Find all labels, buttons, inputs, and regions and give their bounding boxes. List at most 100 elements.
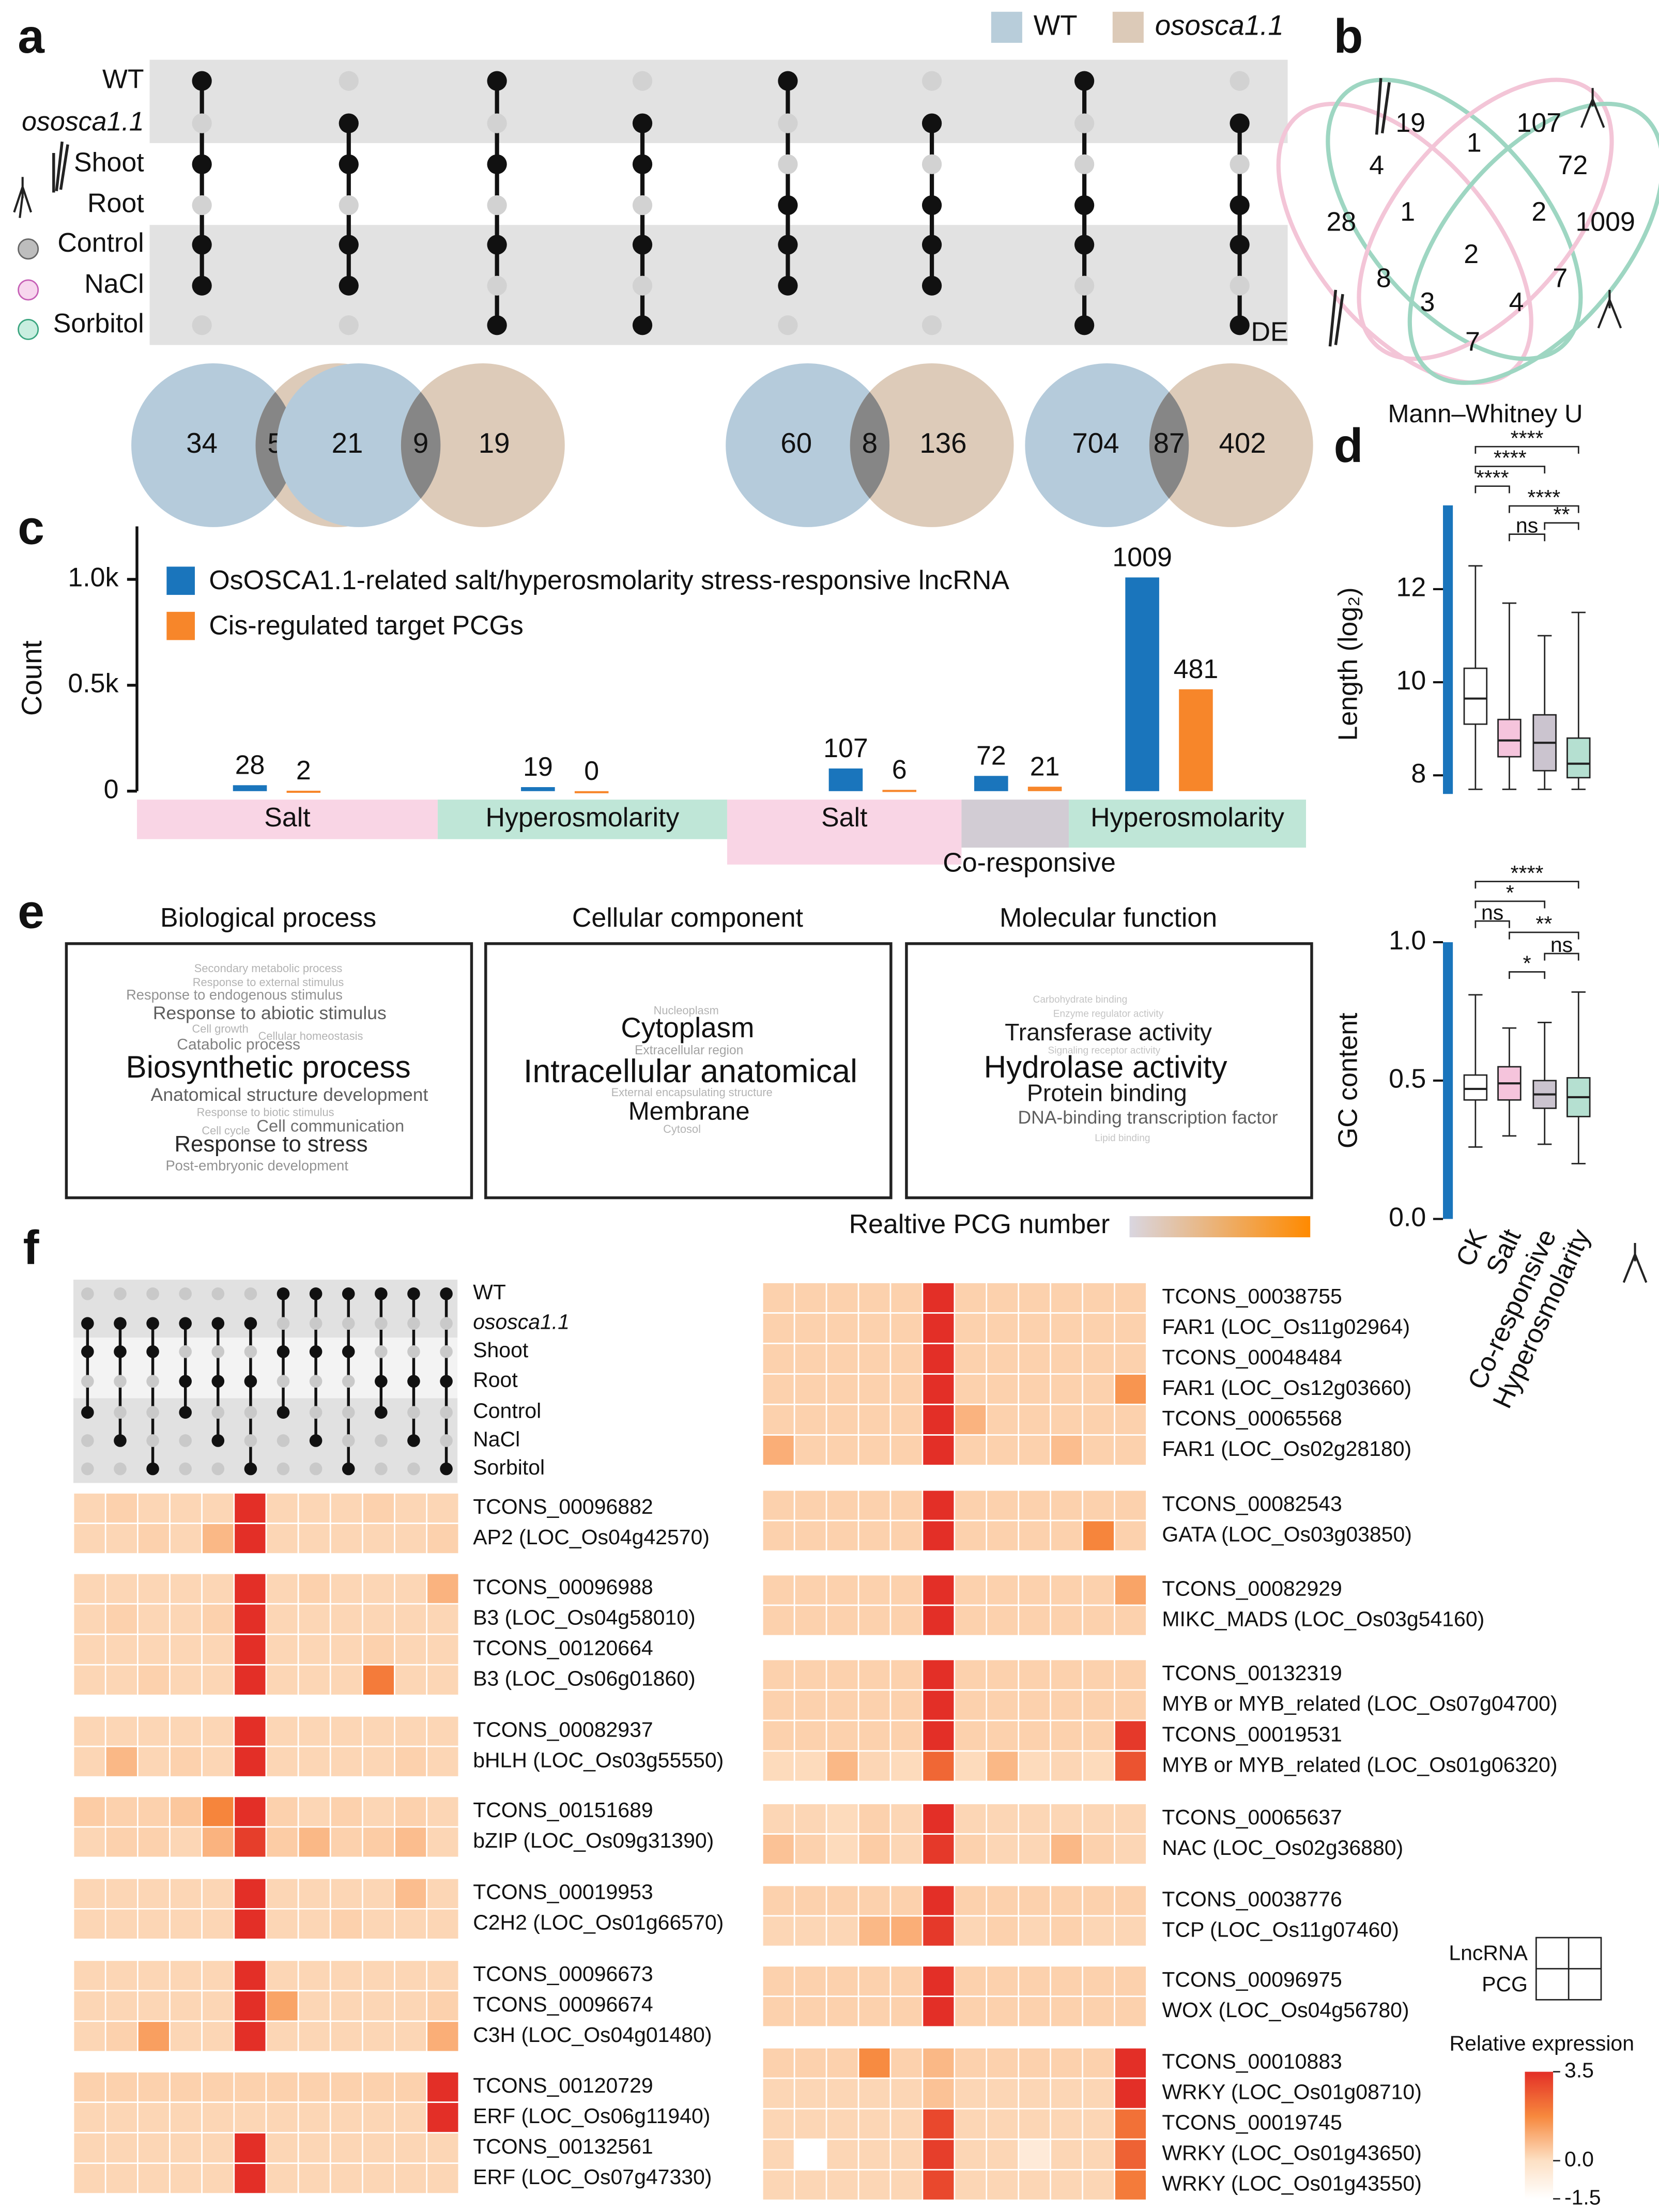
heat-cell <box>1018 1803 1051 1835</box>
heat-cell <box>921 1884 956 1917</box>
heat-cell <box>954 1312 988 1344</box>
heat-cell <box>329 2101 363 2134</box>
significance-label: ns <box>1550 933 1573 957</box>
heat-cell <box>761 2138 795 2171</box>
significance-label: * <box>1506 881 1514 904</box>
heat-cell <box>136 2101 171 2134</box>
row-label: WRKY (LOC_Os01g43650) <box>1162 2141 1422 2165</box>
heat-cell <box>1114 2138 1147 2171</box>
heat-cell <box>793 1658 827 1691</box>
cloud-word: Transferase activity <box>1005 1019 1212 1046</box>
value-label: 21 <box>1030 751 1060 781</box>
heat-cell <box>1050 2169 1083 2201</box>
heat-cell <box>169 1745 203 1778</box>
heat-cell <box>329 2162 363 2195</box>
set-dot <box>487 235 507 255</box>
heat-cell <box>72 2132 106 2164</box>
bar <box>828 768 863 791</box>
heat-cell <box>169 1990 203 2022</box>
heat-cell <box>362 1715 395 1747</box>
heat-cell <box>1050 1574 1083 1606</box>
heat-cell <box>986 1833 1020 1865</box>
heat-cell <box>921 1803 956 1835</box>
significance-label: **** <box>1494 446 1527 470</box>
heat-cell <box>986 1489 1020 1522</box>
colorbar-tick-label: 0.0 <box>1564 2147 1594 2171</box>
empty-dot <box>81 1462 94 1476</box>
row-label: Shoot <box>74 147 144 177</box>
significance-label: * <box>1523 951 1531 975</box>
row-label: WT <box>102 64 144 94</box>
heat-cell <box>761 1689 795 1722</box>
heat-cell <box>1050 1373 1083 1405</box>
heat-cell <box>265 2020 299 2053</box>
significance-label: **** <box>1476 466 1509 489</box>
heat-cell <box>825 1719 859 1752</box>
panel-label: d <box>1334 419 1363 472</box>
heat-cell <box>825 1373 859 1405</box>
empty-dot <box>244 1434 257 1447</box>
row-label: Root <box>473 1368 518 1392</box>
heat-cell <box>825 1995 859 2028</box>
significance-label: **** <box>1511 861 1544 885</box>
venn-count: 704 <box>1072 427 1119 459</box>
heat-cell <box>1018 1519 1051 1552</box>
category-label: Hyperosmolarity <box>1090 802 1284 832</box>
heat-cell <box>1018 1995 1051 2028</box>
heat-cell <box>954 1373 988 1405</box>
heat-cell <box>426 1877 460 1910</box>
heat-cell <box>265 1523 299 1555</box>
empty-dot <box>146 1287 159 1300</box>
icon-root <box>1597 289 1622 329</box>
set-dot <box>276 1406 290 1419</box>
heat-cell <box>793 1373 827 1405</box>
empty-dot <box>146 1434 159 1447</box>
row-label: Control <box>57 227 144 257</box>
heat-cell <box>825 1833 859 1865</box>
heat-cell <box>921 1995 956 2028</box>
heat-cell <box>825 1915 859 1947</box>
heat-cell <box>362 1877 395 1910</box>
set-dot <box>375 1375 388 1388</box>
heat-cell <box>426 2132 460 2164</box>
empty-dot <box>339 315 359 335</box>
empty-dot <box>276 1375 290 1388</box>
set-dot <box>211 1317 225 1330</box>
heat-cell <box>1018 1434 1051 1466</box>
heat-cell <box>1050 1833 1083 1865</box>
row-label: TCONS_00151689 <box>473 1798 653 1822</box>
empty-dot <box>81 1287 94 1300</box>
bracket <box>1474 485 1510 494</box>
bracket <box>1544 522 1579 530</box>
set-dot <box>1074 235 1095 255</box>
heat-cell <box>986 1519 1020 1552</box>
heat-cell <box>394 1492 428 1524</box>
heat-cell <box>825 1434 859 1466</box>
heat-cell <box>1018 2138 1051 2171</box>
empty-dot <box>921 71 942 91</box>
venn-count: 1009 <box>1575 206 1635 236</box>
empty-dot <box>81 1375 94 1388</box>
heat-cell <box>1050 2138 1083 2171</box>
heat-cell <box>793 1750 827 1783</box>
heat-cell <box>104 1664 139 1696</box>
heat-cell <box>1082 2077 1115 2110</box>
cloud-word: Carbohydrate binding <box>1033 994 1128 1005</box>
heat-cell <box>1082 2047 1115 2079</box>
heat-cell <box>104 2132 139 2164</box>
significance-label: ns <box>1516 514 1538 537</box>
row-label: TCONS_00096674 <box>473 1992 653 2016</box>
cloud-word: Hydrolase activity <box>984 1050 1227 1084</box>
cloud-word: Secondary metabolic process <box>194 962 343 975</box>
heat-cell <box>1082 2108 1115 2140</box>
heat-cell <box>825 1965 859 1998</box>
heat-cell <box>1050 1312 1083 1344</box>
empty-dot <box>921 154 942 174</box>
heat-cell <box>761 1574 795 1606</box>
heat-cell <box>889 1343 924 1375</box>
set-dot <box>192 71 212 91</box>
heat-cell <box>857 1519 892 1552</box>
heat-cell <box>1018 2047 1051 2079</box>
venn-set <box>726 363 890 527</box>
heat-cell <box>136 1603 171 1635</box>
